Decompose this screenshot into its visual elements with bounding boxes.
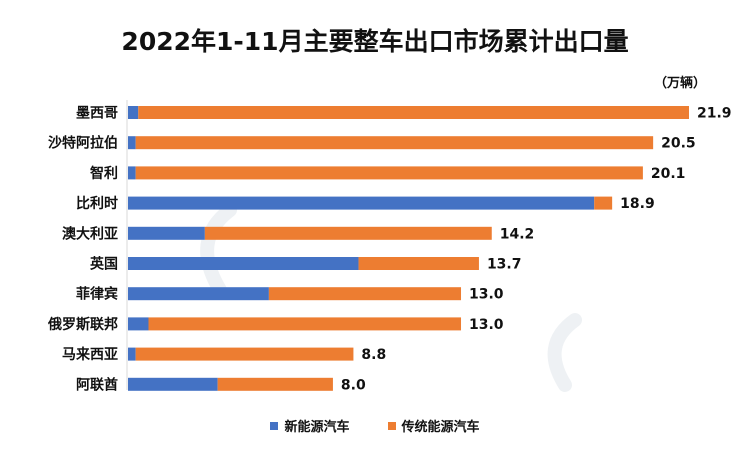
bar-segment-ice xyxy=(135,166,643,180)
bar-segment-nev xyxy=(128,106,139,119)
category-label: 澳大利亚 xyxy=(62,225,118,242)
legend-label-ice: 传统能源汽车 xyxy=(401,420,480,435)
legend: 新能源汽车 传统能源汽车 xyxy=(0,416,750,435)
category-label: 墨西哥 xyxy=(76,106,118,122)
category-label: 智利 xyxy=(89,165,118,182)
total-value-label: 8.8 xyxy=(361,347,386,363)
bar-segment-ice xyxy=(204,226,492,240)
bar-segment-nev xyxy=(128,287,269,301)
bar-segment-ice xyxy=(217,377,333,391)
total-value-label: 18.9 xyxy=(620,196,655,212)
legend-item-nev: 新能源汽车 xyxy=(270,416,350,435)
bar-segment-ice xyxy=(135,347,354,361)
bar-segment-nev xyxy=(128,226,205,240)
category-label: 英国 xyxy=(89,256,118,273)
category-label: 比利时 xyxy=(76,195,118,212)
total-value-label: 13.7 xyxy=(487,257,522,273)
total-value-label: 14.2 xyxy=(500,226,535,242)
category-label: 阿联酋 xyxy=(76,376,118,393)
bar-segment-nev xyxy=(128,317,149,331)
category-label: 沙特阿拉伯 xyxy=(48,135,118,152)
total-value-label: 13.0 xyxy=(469,287,504,303)
bar-segment-nev xyxy=(128,196,595,210)
unit-label: （万辆） xyxy=(654,76,707,91)
bar-segment-ice xyxy=(268,287,462,301)
total-value-label: 8.0 xyxy=(341,377,366,393)
bar-segment-ice xyxy=(138,106,689,119)
category-label: 菲律宾 xyxy=(76,286,118,303)
total-value-label: 21.9 xyxy=(697,106,732,122)
bar-segment-nev xyxy=(128,377,218,391)
bar-segment-ice xyxy=(358,257,479,270)
category-label: 马来西亚 xyxy=(62,347,118,363)
bar-segment-nev xyxy=(128,166,136,180)
bar-segment-ice xyxy=(594,196,613,210)
legend-swatch-nev xyxy=(270,421,279,430)
bar-segment-nev xyxy=(128,136,136,150)
bar-segment-nev xyxy=(128,257,359,270)
category-label: 俄罗斯联邦 xyxy=(47,316,118,333)
bar-segment-ice xyxy=(135,136,654,150)
legend-swatch-ice xyxy=(387,421,396,430)
total-value-label: 13.0 xyxy=(469,317,504,333)
legend-item-ice: 传统能源汽车 xyxy=(387,416,480,435)
total-value-label: 20.1 xyxy=(651,166,686,182)
bar-segment-ice xyxy=(148,317,462,331)
total-value-label: 20.5 xyxy=(661,136,696,152)
legend-label-nev: 新能源汽车 xyxy=(284,420,350,435)
bar-segment-nev xyxy=(128,347,136,361)
chart-title: 2022年1-11月主要整车出口市场累计出口量 xyxy=(121,27,629,56)
